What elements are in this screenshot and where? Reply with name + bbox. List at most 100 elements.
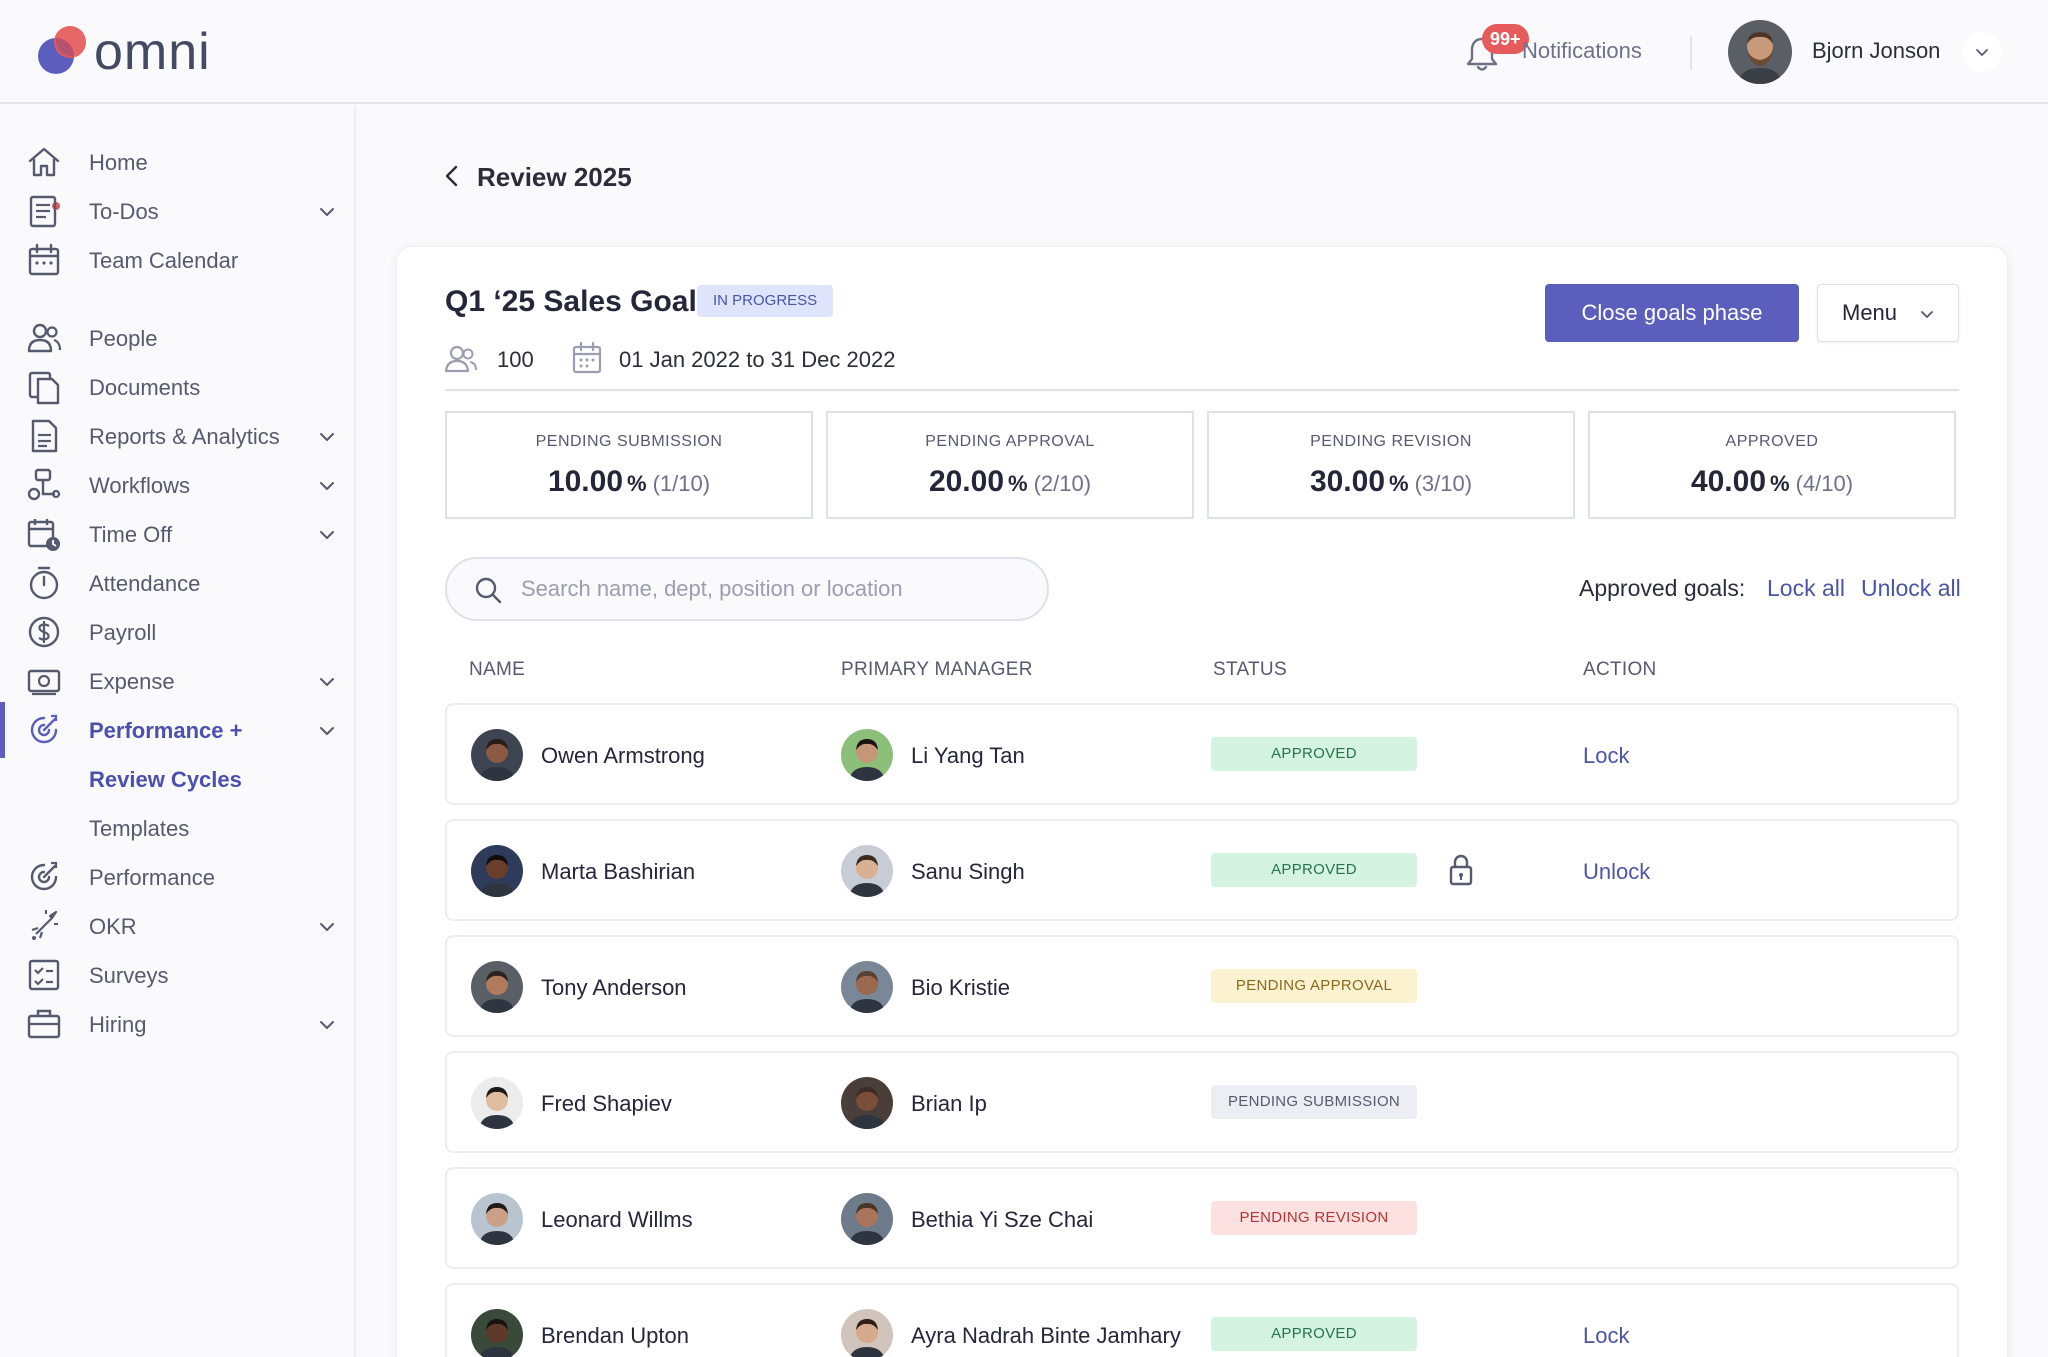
lock-action-link[interactable]: Lock [1583, 1323, 1630, 1348]
unlock-action-link[interactable]: Unlock [1583, 859, 1651, 884]
close-goals-phase-button[interactable]: Close goals phase [1545, 284, 1799, 342]
chevron-down-icon [320, 531, 334, 539]
manager-name[interactable]: Bio Kristie [911, 975, 1011, 1000]
sidebar-item-documents[interactable]: Documents [0, 359, 354, 415]
manager-name[interactable]: Li Yang Tan [911, 743, 1025, 768]
employee-name[interactable]: Leonard Willms [541, 1207, 693, 1232]
sidebar-item-to-dos[interactable]: To-Dos [0, 183, 354, 239]
money-icon [27, 669, 61, 696]
status-badge: PENDING REVISION [1211, 1201, 1417, 1235]
column-header-primary-manager[interactable]: PRIMARY MANAGER [841, 659, 1033, 680]
sidebar-item-label: Performance [89, 865, 215, 890]
manager-avatar-image [841, 1309, 893, 1357]
stat-percentage: 10.00 [547, 465, 624, 498]
lock-action-link[interactable]: Lock [1583, 743, 1630, 768]
user-menu-button[interactable] [1962, 32, 2002, 72]
sidebar-item-payroll[interactable]: Payroll [0, 604, 354, 660]
status-badge: IN PROGRESS [697, 285, 834, 317]
sidebar-item-performance[interactable]: Performance + [0, 702, 354, 758]
employee-name[interactable]: Marta Bashirian [541, 859, 696, 884]
sidebar-item-surveys[interactable]: Surveys [0, 947, 354, 1003]
back-navigation[interactable]: Review 2025 [440, 156, 740, 196]
manager-name[interactable]: Ayra Nadrah Binte Jamhary [911, 1323, 1181, 1348]
sidebar-item-okr[interactable]: OKR [0, 898, 354, 954]
unlock-all-link[interactable]: Unlock all [1861, 575, 1961, 601]
status-badge: PENDING APPROVAL [1211, 969, 1417, 1003]
table-row[interactable]: Fred Shapiev Brian Ip PENDING SUBMISSION [445, 1051, 1959, 1153]
manager-avatar [841, 1309, 893, 1357]
manager-name[interactable]: Bethia Yi Sze Chai [911, 1207, 1094, 1232]
user-name[interactable]: Bjorn Jonson [1812, 38, 1941, 63]
stat-value: 20.00% (2/10) [828, 465, 1192, 499]
employee-name[interactable]: Fred Shapiev [541, 1091, 672, 1116]
sidebar-item-label: Workflows [89, 473, 191, 498]
sidebar-item-attendance[interactable]: Attendance [0, 555, 354, 611]
chevron-down-icon [320, 482, 334, 490]
stat-label: PENDING SUBMISSION [535, 433, 723, 450]
employee-name[interactable]: Tony Anderson [541, 975, 687, 1000]
omni-logo[interactable]: omni [36, 22, 236, 82]
chevron-down-icon [1976, 49, 1988, 56]
sidebar-item-label: Attendance [89, 571, 201, 596]
sidebar-item-templates[interactable]: Templates [0, 800, 354, 856]
status-badge: APPROVED [1211, 737, 1417, 771]
employee-name[interactable]: Brendan Upton [541, 1323, 689, 1348]
user-avatar[interactable] [1728, 20, 1792, 84]
stat-fraction: (3/10) [1414, 471, 1473, 496]
goals-card: Q1 ‘25 Sales Goals IN PROGRESS 100 01 Ja… [396, 246, 2008, 1357]
sidebar-item-review-cycles[interactable]: Review Cycles [0, 751, 354, 807]
notifications-label: Notifications [1522, 38, 1642, 63]
manager-name[interactable]: Sanu Singh [911, 859, 1025, 884]
stat-value: 10.00% (1/10) [447, 465, 811, 499]
sidebar-item-people[interactable]: People [0, 310, 354, 366]
report-icon [31, 419, 58, 453]
table-row[interactable]: Leonard Willms Bethia Yi Sze Chai PENDING … [445, 1167, 1959, 1269]
lock-all-link[interactable]: Lock all [1767, 575, 1845, 601]
manager-avatar [841, 1193, 893, 1245]
column-header-name[interactable]: NAME [469, 659, 526, 680]
search-box[interactable] [445, 557, 1049, 621]
employee-avatar-image [471, 1309, 523, 1357]
stat-card-pending-submission[interactable]: PENDING SUBMISSION 10.00% (1/10) [445, 411, 813, 519]
employee-avatar-image [471, 961, 523, 1013]
employee-name[interactable]: Owen Armstrong [541, 743, 705, 768]
stat-label: PENDING REVISION [1310, 433, 1472, 450]
chevron-down-icon [1921, 311, 1933, 318]
manager-name[interactable]: Brian Ip [911, 1091, 987, 1116]
sidebar-item-time-off[interactable]: Time Off [0, 506, 354, 562]
employee-avatar-image [471, 1193, 523, 1245]
stat-card-pending-revision[interactable]: PENDING REVISION 30.00% (3/10) [1207, 411, 1575, 519]
participant-count: 100 [497, 347, 534, 372]
sidebar-item-home[interactable]: Home [0, 134, 354, 190]
stat-card-pending-approval[interactable]: PENDING APPROVAL 20.00% (2/10) [826, 411, 1194, 519]
sidebar-item-label: Surveys [89, 963, 169, 988]
employee-avatar [471, 845, 523, 897]
date-range: 01 Jan 2022 to 31 Dec 2022 [619, 347, 896, 372]
sidebar-item-label: Expense [89, 669, 175, 694]
stat-card-approved[interactable]: APPROVED 40.00% (4/10) [1588, 411, 1956, 519]
table-row[interactable]: Tony Anderson Bio Kristie PENDING APPROVAL [445, 935, 1959, 1037]
menu-button-label: Menu [1842, 300, 1898, 325]
sidebar-item-team-calendar[interactable]: Team Calendar [0, 232, 354, 288]
sidebar-item-label: Documents [89, 375, 201, 400]
notifications-button[interactable]: 99+ Notifications [1464, 24, 1664, 80]
calendar-icon [572, 341, 602, 374]
column-header-status[interactable]: STATUS [1213, 659, 1287, 680]
table-row[interactable]: Marta Bashirian Sanu Singh APPROVED Unlock [445, 819, 1959, 921]
approved-goals-label: Approved goals: [1579, 575, 1746, 601]
menu-button[interactable]: Menu [1817, 284, 1959, 342]
sidebar-item-performance[interactable]: Performance [0, 849, 354, 905]
briefcase-icon [27, 1009, 61, 1039]
table-row[interactable]: Brendan Upton Ayra Nadrah Binte Jamhary AP… [445, 1283, 1959, 1357]
sidebar-item-reports-analytics[interactable]: Reports & Analytics [0, 408, 354, 464]
table-row[interactable]: Owen Armstrong Li Yang Tan APPROVED Lock [445, 703, 1959, 805]
sidebar-item-expense[interactable]: Expense [0, 653, 354, 709]
sidebar-item-hiring[interactable]: Hiring [0, 996, 354, 1052]
column-header-action[interactable]: ACTION [1583, 659, 1657, 680]
sidebar-item-workflows[interactable]: Workflows [0, 457, 354, 513]
sidebar-item-label: Team Calendar [89, 248, 239, 273]
sidebar: Home To-Dos Team Calendar People Documents Re… [0, 106, 356, 1357]
employee-avatar [471, 729, 523, 781]
search-input[interactable] [521, 571, 1021, 607]
chevron-down-icon [320, 727, 334, 735]
